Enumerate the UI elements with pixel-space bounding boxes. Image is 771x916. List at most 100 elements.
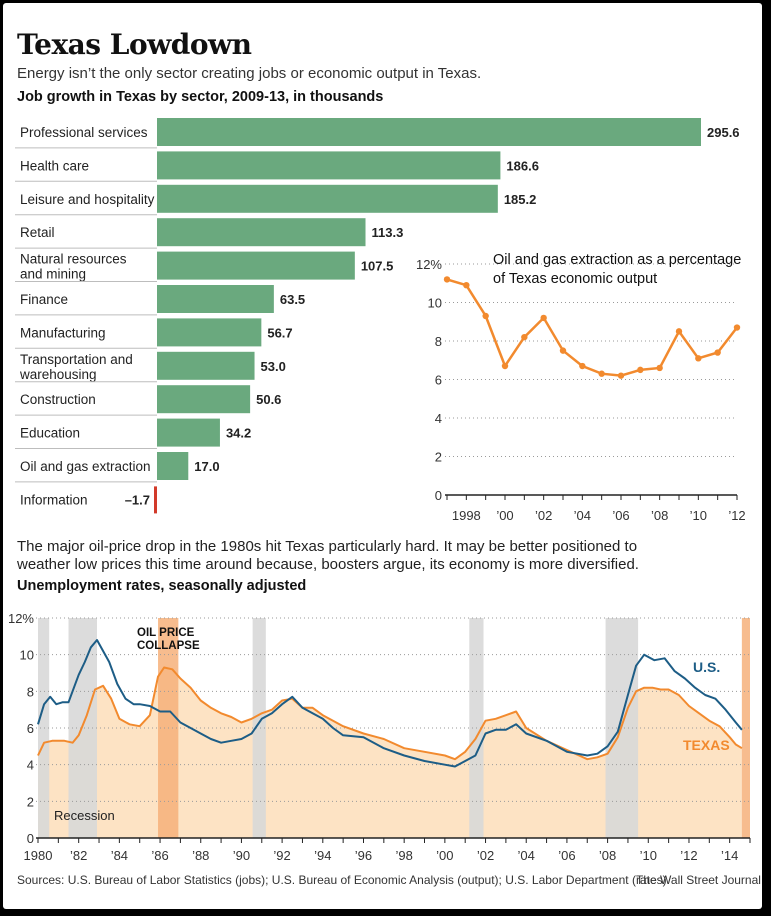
y-tick-label: 0 [27, 831, 34, 846]
top-charts: Professional services 295.6 Health care 186… [15, 118, 746, 523]
x-tick-label: ’86 [151, 848, 168, 863]
y-tick-label: 4 [435, 411, 442, 426]
x-tick-label: 1998 [452, 508, 481, 523]
texas-series-label: TEXAS [683, 737, 730, 753]
y-tick-label: 8 [27, 684, 34, 699]
bar [157, 184, 498, 213]
bar-value-label: –1.7 [125, 492, 150, 507]
bar [157, 251, 355, 280]
x-tick-label: ’04 [518, 848, 535, 863]
category-label: Information [20, 492, 88, 507]
x-tick-label: ’96 [355, 848, 372, 863]
y-tick-label: 10 [428, 296, 442, 311]
x-tick-label: ’14 [721, 848, 738, 863]
x-tick-label: ’88 [192, 848, 209, 863]
category-label: Education [20, 426, 80, 441]
bar-value-label: 63.5 [280, 292, 305, 307]
category-label: Manufacturing [20, 325, 106, 340]
bar [157, 418, 220, 447]
category-label: and mining [20, 267, 86, 282]
oil-share-point [501, 362, 509, 370]
unemployment-chart-heading: Unemployment rates, seasonally adjusted [17, 578, 307, 594]
y-tick-label: 12% [8, 611, 34, 626]
x-tick-label: ’82 [70, 848, 87, 863]
bar-negative [154, 486, 157, 514]
oil-share-point [598, 370, 605, 377]
recession-band [38, 618, 50, 838]
x-tick-label: ’90 [233, 848, 250, 863]
job-growth-bar-chart: Professional services 295.6 Health care 186… [15, 118, 740, 514]
bar [157, 351, 255, 380]
bar [157, 118, 701, 146]
us-unemployment-line [37, 639, 743, 768]
y-tick-label: 6 [27, 721, 34, 736]
oil-share-point [463, 281, 470, 289]
category-label: warehousing [19, 367, 97, 382]
x-tick-label: ’12 [728, 508, 745, 523]
category-label: Retail [20, 225, 55, 240]
oil-share-point [559, 347, 567, 354]
bar [157, 452, 189, 480]
oil-share-point [637, 366, 644, 374]
x-tick-label: ’84 [111, 848, 128, 863]
y-tick-label: 2 [27, 794, 34, 809]
bar-value-label: 295.6 [707, 125, 740, 140]
note-line-2: weather low prices this time around beca… [17, 556, 639, 573]
oil-share-point [521, 333, 528, 341]
bar-value-label: 185.2 [504, 192, 537, 207]
publisher-credit: The Wall Street Journal [636, 873, 761, 887]
explanatory-note: The major oil-price drop in the 1980s hi… [17, 538, 639, 574]
x-tick-label: ’04 [574, 508, 591, 523]
sources-note: Sources: U.S. Bureau of Labor Statistics… [17, 873, 667, 887]
y-tick-label: 2 [435, 450, 442, 465]
x-tick-label: ’00 [496, 508, 513, 523]
oil-share-point [540, 314, 547, 322]
oil-share-point [443, 276, 451, 283]
category-label: Oil and gas extraction [20, 459, 151, 474]
x-tick-label: ’98 [395, 848, 412, 863]
x-tick-label: ’94 [314, 848, 331, 863]
oil-share-point [714, 349, 721, 356]
oil-share-point [695, 355, 702, 362]
oil-share-point [579, 362, 586, 370]
bar-value-label: 17.0 [194, 459, 219, 474]
bar [157, 385, 251, 414]
page-title: Texas Lowdown [17, 28, 252, 61]
bar-value-label: 50.6 [256, 392, 281, 407]
category-label: Leisure and hospitality [20, 192, 155, 207]
x-tick-label: ’02 [535, 508, 552, 523]
y-tick-label: 6 [435, 373, 442, 388]
y-tick-label: 8 [435, 334, 442, 349]
category-label: Professional services [20, 125, 148, 140]
x-tick-label: ’06 [612, 508, 629, 523]
oil-price-collapse-label: OIL PRICE [137, 627, 195, 639]
oil-gas-share-line-chart: 0 2 4 6 8 10 12% 1998 ’00 ’02 ’04 ’06 ’08 ’10 ’12 Oil a… [416, 252, 746, 523]
oil-share-point [675, 328, 683, 335]
bar-value-label: 186.6 [506, 158, 539, 173]
bar-value-label: 107.5 [361, 259, 394, 274]
x-tick-label: ’10 [690, 508, 707, 523]
y-tick-label: 10 [20, 648, 34, 663]
bar [157, 218, 366, 247]
category-label: Transportation and [20, 352, 133, 367]
bar-value-label: 34.2 [226, 426, 251, 441]
oil-share-point [617, 372, 625, 379]
bar-value-label: 53.0 [261, 359, 286, 374]
us-series-label: U.S. [693, 659, 720, 675]
oil-share-point [733, 324, 741, 331]
bar [157, 318, 262, 347]
oil-price-collapse-label: COLLAPSE [137, 640, 200, 652]
y-tick-label: 0 [435, 488, 442, 503]
x-tick-label: ’12 [680, 848, 697, 863]
category-label: Health care [20, 158, 89, 173]
oil-share-line [446, 278, 738, 377]
x-tick-label: ’02 [477, 848, 494, 863]
recession-label: Recession [54, 808, 115, 823]
y-tick-label: 12% [416, 257, 442, 272]
bar-value-label: 113.3 [372, 225, 404, 240]
category-label: Natural resources [20, 252, 127, 267]
x-tick-label: ’10 [640, 848, 657, 863]
bar [157, 285, 274, 313]
